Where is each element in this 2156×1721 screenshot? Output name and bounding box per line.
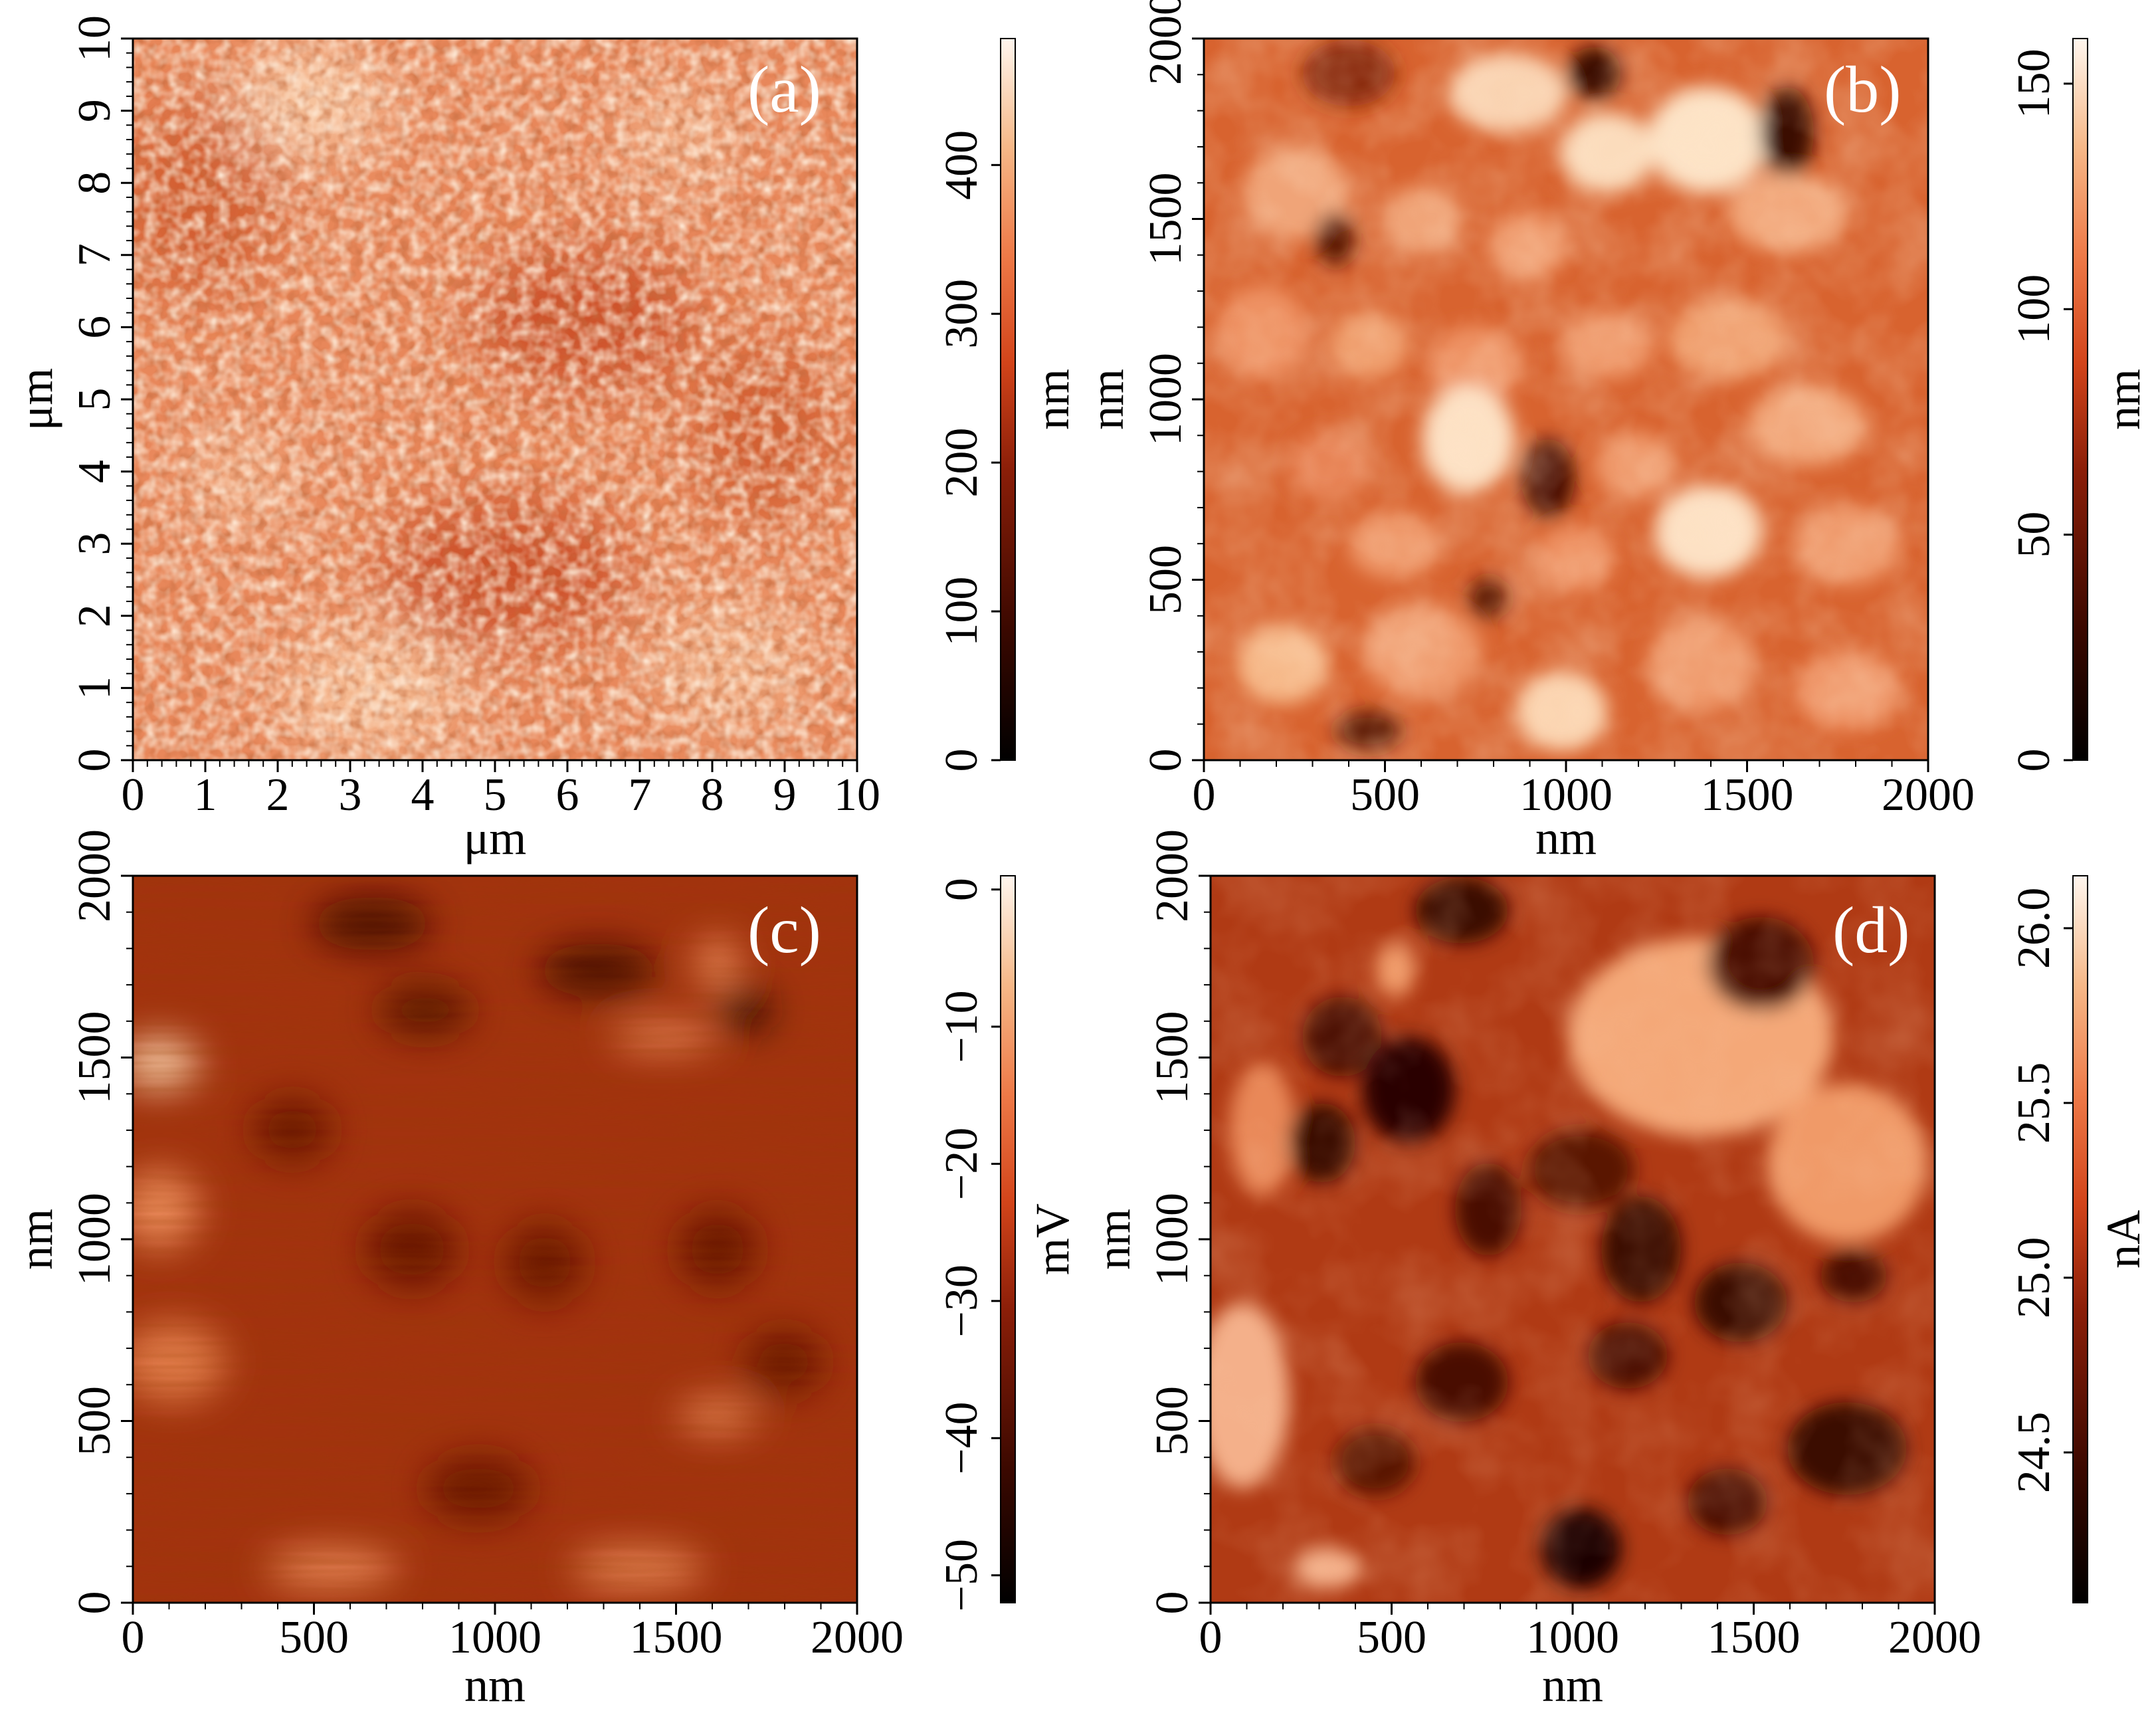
y-tick-label: 500 — [69, 1386, 120, 1456]
y-tick-label: 1000 — [1147, 1193, 1198, 1286]
x-tick-label: 9 — [773, 769, 797, 821]
x-tick-label: 500 — [1357, 1612, 1426, 1663]
y-tick-label: 0 — [1147, 1591, 1198, 1615]
colorbar-tick-label: 0 — [936, 878, 987, 901]
panel-b-colorbar-unit: nm — [2097, 369, 2150, 430]
y-tick-label: 1500 — [1147, 1011, 1198, 1104]
panel-d-xlabel: nm — [1542, 1659, 1603, 1712]
x-tick-label: 2 — [266, 769, 290, 821]
x-tick-label: 0 — [122, 769, 145, 821]
y-tick-label: 2000 — [1147, 829, 1198, 922]
y-tick-label: 2000 — [1140, 0, 1191, 85]
colorbar-tick-label: 24.5 — [2009, 1412, 2060, 1494]
y-tick-label: 3 — [69, 532, 120, 556]
x-tick-label: 10 — [834, 769, 880, 821]
y-tick-label: 1500 — [1140, 173, 1191, 266]
x-tick-label: 500 — [1350, 769, 1420, 821]
y-tick-label: 0 — [69, 749, 120, 772]
panel-c-ylabel: nm — [9, 1209, 62, 1270]
colorbar-tick-label: 150 — [2009, 49, 2060, 118]
y-tick-label: 500 — [1147, 1386, 1198, 1456]
panel-c-colorbar — [1000, 875, 1016, 1603]
colorbar-tick-label: 25.5 — [2009, 1063, 2060, 1144]
y-tick-label: 0 — [69, 1591, 120, 1615]
colorbar-tick-label: −10 — [936, 990, 987, 1063]
x-tick-label: 500 — [279, 1612, 349, 1663]
x-tick-label: 1000 — [448, 1612, 541, 1663]
colorbar-tick-label: −30 — [936, 1265, 987, 1337]
colorbar-tick-label: 0 — [936, 749, 987, 772]
x-tick-label: 1500 — [1701, 769, 1794, 821]
x-tick-label: 2000 — [811, 1612, 904, 1663]
x-tick-label: 3 — [339, 769, 362, 821]
y-tick-label: 1000 — [69, 1193, 120, 1286]
panel-b-ylabel: nm — [1080, 369, 1133, 430]
colorbar-tick-label: 26.0 — [2009, 888, 2060, 969]
panel-a-colorbar-unit: nm — [1026, 369, 1079, 430]
colorbar-tick-label: 100 — [936, 577, 987, 647]
x-tick-label: 0 — [1193, 769, 1216, 821]
x-tick-label: 8 — [701, 769, 724, 821]
colorbar-tick-label: 200 — [936, 428, 987, 498]
colorbar-tick-label: −20 — [936, 1128, 987, 1200]
y-tick-label: 4 — [69, 460, 120, 483]
panel-d-label: (d) — [1832, 893, 1910, 967]
colorbar-tick-label: 100 — [2009, 274, 2060, 344]
panel-a-image — [133, 39, 857, 760]
colorbar-tick-label: 400 — [936, 130, 987, 200]
y-tick-label: 6 — [69, 316, 120, 339]
panel-b-image — [1204, 39, 1928, 760]
x-tick-label: 4 — [411, 769, 435, 821]
y-tick-label: 500 — [1140, 545, 1191, 615]
x-tick-label: 2000 — [1882, 769, 1975, 821]
colorbar-tick-label: 50 — [2009, 512, 2060, 558]
y-tick-label: 0 — [1140, 749, 1191, 772]
y-tick-label: 1 — [69, 676, 120, 700]
y-tick-label: 1000 — [1140, 353, 1191, 446]
panel-c-colorbar-unit: mV — [1026, 1203, 1079, 1275]
panel-d-image — [1211, 876, 1935, 1603]
y-tick-label: 7 — [69, 243, 120, 266]
x-tick-label: 2000 — [1888, 1612, 1981, 1663]
x-tick-label: 1000 — [1526, 1612, 1619, 1663]
colorbar-tick-label: 25.0 — [2009, 1237, 2060, 1319]
colorbar-tick-label: 300 — [936, 279, 987, 349]
colorbar-tick-label: 0 — [2009, 749, 2060, 772]
panel-a-xlabel: μm — [464, 811, 527, 864]
y-tick-label: 2 — [69, 604, 120, 627]
y-tick-label: 9 — [69, 99, 120, 122]
x-tick-label: 1 — [194, 769, 217, 821]
panel-a-colorbar — [1000, 38, 1016, 761]
colorbar-tick-label: −50 — [936, 1539, 987, 1611]
x-tick-label: 1500 — [630, 1612, 723, 1663]
panel-b-xlabel: nm — [1535, 811, 1597, 864]
y-tick-label: 10 — [69, 15, 120, 62]
panel-c-image — [133, 876, 857, 1603]
panel-d-colorbar-unit: nA — [2097, 1210, 2150, 1268]
panel-a-label: (a) — [747, 52, 821, 126]
y-tick-label: 1500 — [69, 1011, 120, 1104]
x-tick-label: 1000 — [1519, 769, 1613, 821]
x-tick-label: 0 — [122, 1612, 145, 1663]
y-tick-label: 2000 — [69, 829, 120, 922]
x-tick-label: 1500 — [1708, 1612, 1801, 1663]
panel-c-xlabel: nm — [464, 1659, 526, 1712]
x-tick-label: 6 — [556, 769, 579, 821]
y-tick-label: 5 — [69, 388, 120, 411]
colorbar-tick-label: −40 — [936, 1402, 987, 1474]
panel-a-ylabel: μm — [9, 368, 62, 431]
panel-c-label: (c) — [747, 893, 821, 967]
y-tick-label: 8 — [69, 171, 120, 195]
panel-b-label: (b) — [1824, 52, 1902, 126]
x-tick-label: 5 — [484, 769, 507, 821]
x-tick-label: 7 — [629, 769, 652, 821]
panel-b-colorbar — [2072, 38, 2088, 761]
panel-d-colorbar — [2072, 875, 2088, 1603]
panel-d-ylabel: nm — [1087, 1209, 1140, 1270]
x-tick-label: 0 — [1199, 1612, 1223, 1663]
